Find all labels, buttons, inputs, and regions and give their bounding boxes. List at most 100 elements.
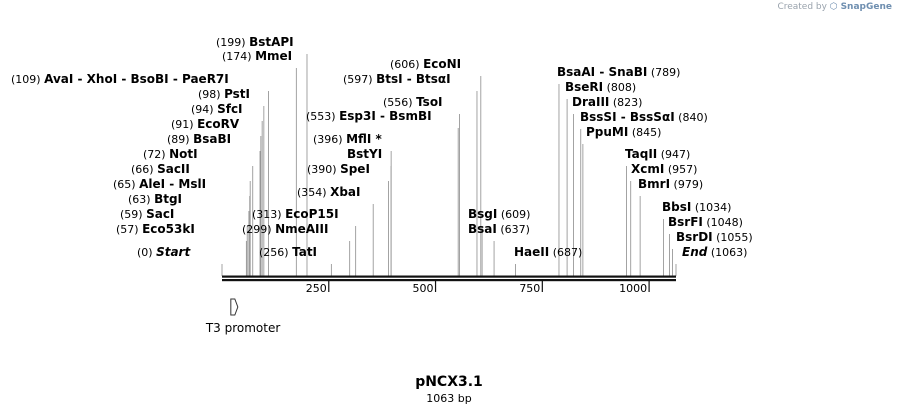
site-label-econi[interactable]: (606) EcoNI: [390, 57, 461, 71]
site-position: (174): [222, 50, 255, 63]
site-name: XcmI: [631, 162, 664, 176]
site-label-bstyi[interactable]: BstYI: [347, 147, 382, 161]
site-position: (556): [383, 96, 416, 109]
site-name: SpeI: [340, 162, 370, 176]
site-label-bbsi[interactable]: BbsI (1034): [662, 200, 731, 214]
site-position: (299): [242, 223, 275, 236]
site-label-saci[interactable]: (59) SacI: [120, 207, 174, 221]
site-name: MmeI: [255, 49, 292, 63]
site-name: BtsI - BtsαI: [376, 72, 451, 86]
site-position: (72): [143, 148, 169, 161]
site-name: BssSI - BssSαI: [580, 110, 675, 124]
site-label-ecop15i[interactable]: (313) EcoP15I: [252, 207, 339, 221]
site-name: NmeAIII: [275, 222, 328, 236]
site-label-start[interactable]: (0) Start: [137, 245, 191, 259]
site-name: BsaAI - SnaBI: [557, 65, 647, 79]
site-name: BstAPI: [249, 35, 294, 49]
site-label-haeii[interactable]: HaeII (687): [514, 245, 582, 259]
site-label-sacii[interactable]: (66) SacII: [131, 162, 190, 176]
site-position: (1055): [713, 231, 753, 244]
site-position: (0): [137, 246, 156, 259]
site-position: (808): [603, 81, 636, 94]
site-label-tsoi[interactable]: (556) TsoI: [383, 95, 443, 109]
site-name: HaeII: [514, 245, 549, 259]
site-name: Esp3I - BsmBI: [339, 109, 431, 123]
ruler-tick-label: 750: [519, 282, 540, 295]
site-name: SacII: [157, 162, 190, 176]
site-position: (57): [116, 223, 142, 236]
credit-brand: SnapGene: [840, 2, 892, 12]
created-by-credit: Created by ⬡ SnapGene: [777, 2, 892, 12]
site-label-eco53ki[interactable]: (57) Eco53kI: [116, 222, 195, 236]
site-label-avai-xhoi-bsobi-paer7i[interactable]: (109) AvaI - XhoI - BsoBI - PaeR7I: [11, 72, 229, 86]
site-label-alei-msli[interactable]: (65) AleI - MslI: [113, 177, 206, 191]
site-name: AleI - MslI: [139, 177, 206, 191]
site-label-sfci[interactable]: (94) SfcI: [191, 102, 243, 116]
site-position: (199): [216, 36, 249, 49]
site-label-tati[interactable]: (256) TatI: [259, 245, 317, 259]
site-leader-lines: [221, 54, 677, 276]
site-position: (354): [297, 186, 330, 199]
site-label-taqii[interactable]: TaqII (947): [625, 147, 690, 161]
site-label-esp3i-bsmbi[interactable]: (553) Esp3I - BsmBI: [306, 109, 432, 123]
site-position: (109): [11, 73, 44, 86]
site-name: BsrFI: [668, 215, 703, 229]
site-position: (94): [191, 103, 217, 116]
site-label-ppumi[interactable]: PpuMI (845): [586, 125, 661, 139]
site-label-bsgi[interactable]: BsgI (609): [468, 207, 530, 221]
site-position: (98): [198, 88, 224, 101]
site-label-bsaai-snabi[interactable]: BsaAI - SnaBI (789): [557, 65, 680, 79]
site-position: (1063): [707, 246, 747, 259]
site-label-noti[interactable]: (72) NotI: [143, 147, 198, 161]
site-name: DraIII: [572, 95, 609, 109]
site-name: Start: [156, 245, 191, 259]
site-label-bstapi[interactable]: (199) BstAPI: [216, 35, 294, 49]
site-label-bsabi[interactable]: (89) BsaBI: [167, 132, 231, 146]
site-label-xcmi[interactable]: XcmI (957): [631, 162, 697, 176]
site-label-draiii[interactable]: DraIII (823): [572, 95, 642, 109]
map-title: pNCX3.1: [415, 374, 483, 390]
site-label-bsssi-bsss-i[interactable]: BssSI - BssSαI (840): [580, 110, 708, 124]
site-label-spei[interactable]: (390) SpeI: [307, 162, 370, 176]
site-name: Eco53kI: [142, 222, 195, 236]
site-name: BstYI: [347, 147, 382, 161]
site-label-bsai[interactable]: BsaI (637): [468, 222, 530, 236]
site-label-xbai[interactable]: (354) XbaI: [297, 185, 360, 199]
feature-track: T3 promoter: [205, 298, 280, 335]
map-length: 1063 bp: [426, 392, 472, 405]
site-label-end[interactable]: End (1063): [682, 245, 747, 259]
site-label-btgi[interactable]: (63) BtgI: [128, 192, 182, 206]
site-label-bmri[interactable]: BmrI (979): [638, 177, 703, 191]
site-position: (957): [664, 163, 697, 176]
site-name: TaqII: [625, 147, 657, 161]
site-position: (63): [128, 193, 154, 206]
site-name: SfcI: [217, 102, 242, 116]
site-position: (1048): [703, 216, 743, 229]
site-label-mmei[interactable]: (174) MmeI: [222, 49, 292, 63]
site-label-psti[interactable]: (98) PstI: [198, 87, 250, 101]
site-label-nmeaiii[interactable]: (299) NmeAIII: [242, 222, 328, 236]
site-label-ecorv[interactable]: (91) EcoRV: [171, 117, 240, 131]
site-position: (687): [549, 246, 582, 259]
site-name: BmrI: [638, 177, 670, 191]
site-label-mfli[interactable]: (396) MflI *: [313, 132, 383, 146]
site-position: (609): [497, 208, 530, 221]
site-label-btsi-bts-i[interactable]: (597) BtsI - BtsαI: [343, 72, 451, 86]
site-label-bsrfi[interactable]: BsrFI (1048): [668, 215, 743, 229]
sequence-backbone: [222, 275, 676, 282]
site-position: (947): [657, 148, 690, 161]
site-name: EcoP15I: [285, 207, 339, 221]
site-name: XbaI: [330, 185, 360, 199]
site-name: NotI: [169, 147, 198, 161]
site-name: EcoNI: [423, 57, 461, 71]
site-position: (1034): [691, 201, 731, 214]
site-name: BsaI: [468, 222, 497, 236]
site-label-bseri[interactable]: BseRI (808): [565, 80, 636, 94]
site-position: (59): [120, 208, 146, 221]
site-name: EcoRV: [197, 117, 240, 131]
site-name: BsaBI: [193, 132, 231, 146]
ruler-tick-label: 1000: [619, 282, 647, 295]
site-label-bsrdi[interactable]: BsrDI (1055): [676, 230, 753, 244]
t3-promoter-arrow[interactable]: [230, 298, 239, 316]
snapgene-logo: ⬡: [829, 2, 838, 12]
